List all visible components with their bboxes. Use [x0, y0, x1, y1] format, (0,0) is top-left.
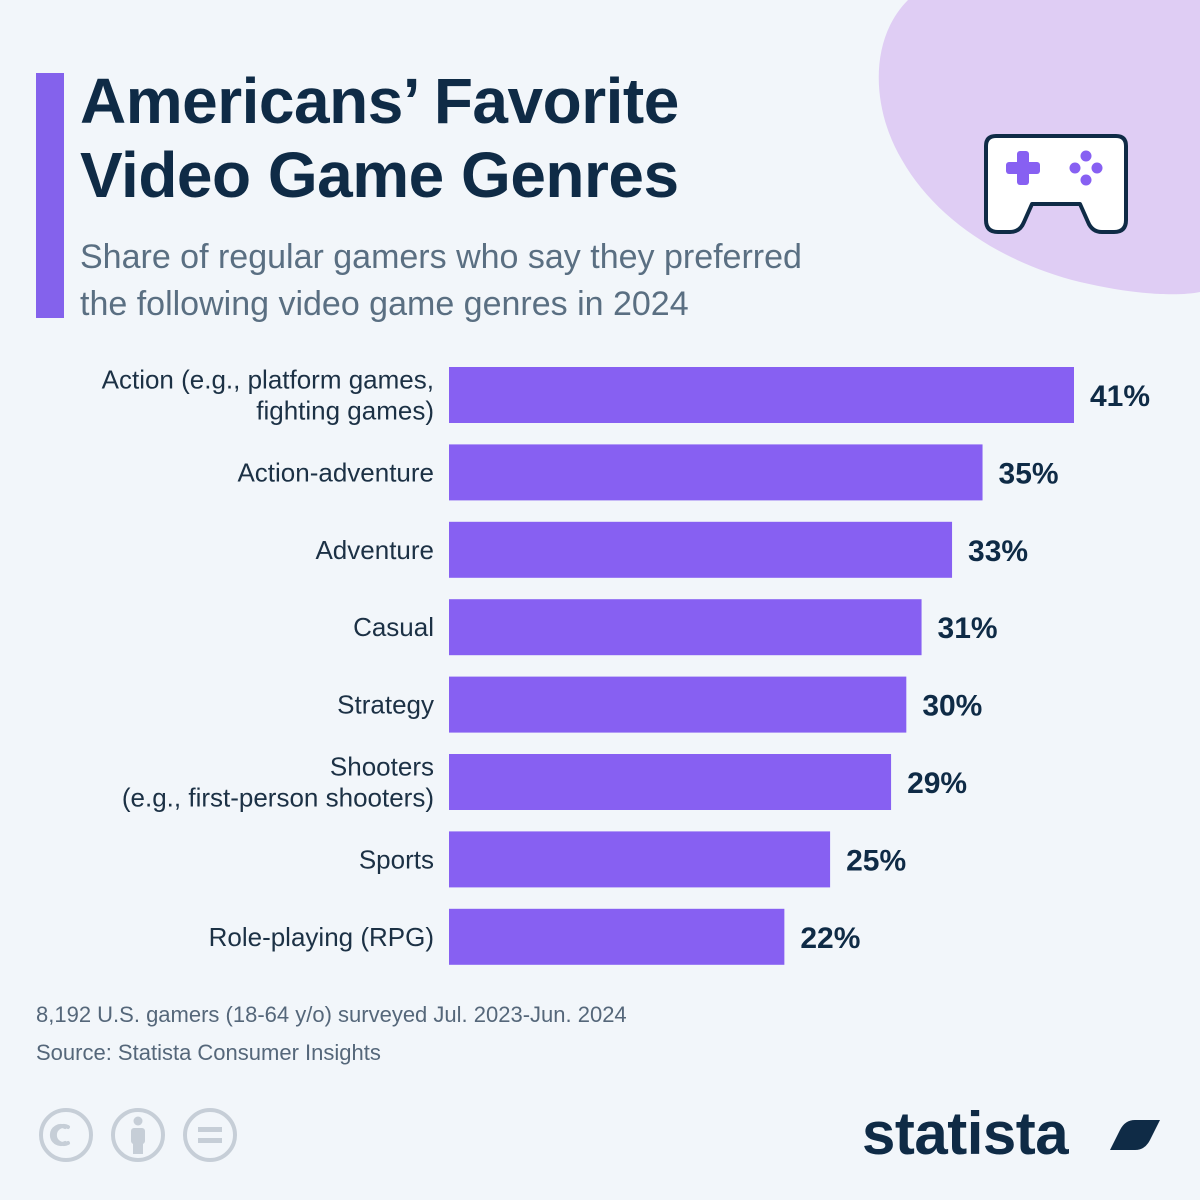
- value-label-3: 31%: [938, 612, 998, 645]
- title-accent-bar: [36, 73, 64, 318]
- gamepad-body: [984, 134, 1128, 234]
- category-label-line: (e.g., first-person shooters): [122, 783, 434, 813]
- category-label-3: Casual: [353, 612, 434, 642]
- category-label-line: Sports: [359, 844, 434, 874]
- category-label-line: Adventure: [315, 535, 434, 565]
- bar-6: [449, 831, 831, 888]
- statista-wordmark: statista: [862, 1100, 1069, 1167]
- category-label-line: Shooters: [330, 752, 434, 782]
- source-note: Source: Statista Consumer Insights: [36, 1040, 381, 1065]
- action-button-right: [1091, 162, 1103, 174]
- category-label-2: Adventure: [315, 535, 434, 565]
- value-label-7: 22%: [800, 922, 860, 955]
- value-label-5: 29%: [907, 767, 967, 800]
- category-label-0: Action (e.g., platform games, fighting ga…: [102, 365, 434, 426]
- license-icons: [39, 1108, 237, 1162]
- category-label-line: Action (e.g., platform games,: [102, 365, 434, 395]
- dpad-horizontal: [1006, 162, 1040, 174]
- action-button-top: [1080, 150, 1092, 162]
- statista-logo-mark: [1105, 1106, 1165, 1164]
- no-derivatives-icon: [183, 1108, 237, 1162]
- bar-1: [449, 444, 983, 501]
- bar-5: [449, 754, 892, 810]
- category-label-7: Role-playing (RPG): [209, 922, 434, 952]
- bar-0: [449, 367, 1074, 423]
- value-label-4: 30%: [922, 690, 982, 723]
- title-line-1: Americans’ Favorite: [80, 65, 679, 137]
- bar-chart: 41% Action (e.g., platform games, fighting…: [102, 365, 1150, 965]
- bar-7: [449, 908, 785, 965]
- page-title: Americans’ Favorite Video Game Genres: [80, 64, 960, 212]
- value-label-2: 33%: [968, 535, 1028, 568]
- bar-4: [449, 676, 907, 733]
- category-label-line: Action-adventure: [237, 457, 434, 487]
- category-label-line: fighting games): [256, 396, 434, 426]
- bar-2: [449, 521, 953, 578]
- category-label-1: Action-adventure: [237, 457, 434, 487]
- subtitle-line-1: Share of regular gamers who say they pre…: [80, 238, 802, 276]
- attribution-icon: [111, 1108, 165, 1162]
- value-label-0: 41%: [1090, 380, 1150, 413]
- subtitle-line-2: the following video game genres in 2024: [80, 285, 689, 323]
- title-line-2: Video Game Genres: [80, 139, 679, 211]
- bar-3: [449, 599, 922, 656]
- action-button-left: [1069, 162, 1081, 174]
- category-label-5: Shooters (e.g., first-person shooters): [122, 752, 434, 813]
- category-label-line: Casual: [353, 612, 434, 642]
- category-label-line: Strategy: [337, 690, 434, 720]
- value-label-1: 35%: [999, 457, 1059, 490]
- value-label-6: 25%: [846, 844, 906, 877]
- category-label-line: Role-playing (RPG): [209, 922, 434, 952]
- gamepad-icon: [984, 134, 1128, 234]
- action-button-bottom: [1080, 174, 1092, 186]
- category-label-4: Strategy: [337, 690, 434, 720]
- survey-note: 8,192 U.S. gamers (18-64 y/o) surveyed J…: [36, 1002, 627, 1027]
- creative-commons-icon: [39, 1108, 93, 1162]
- category-label-6: Sports: [359, 844, 434, 874]
- page-subtitle: Share of regular gamers who say they pre…: [80, 234, 980, 328]
